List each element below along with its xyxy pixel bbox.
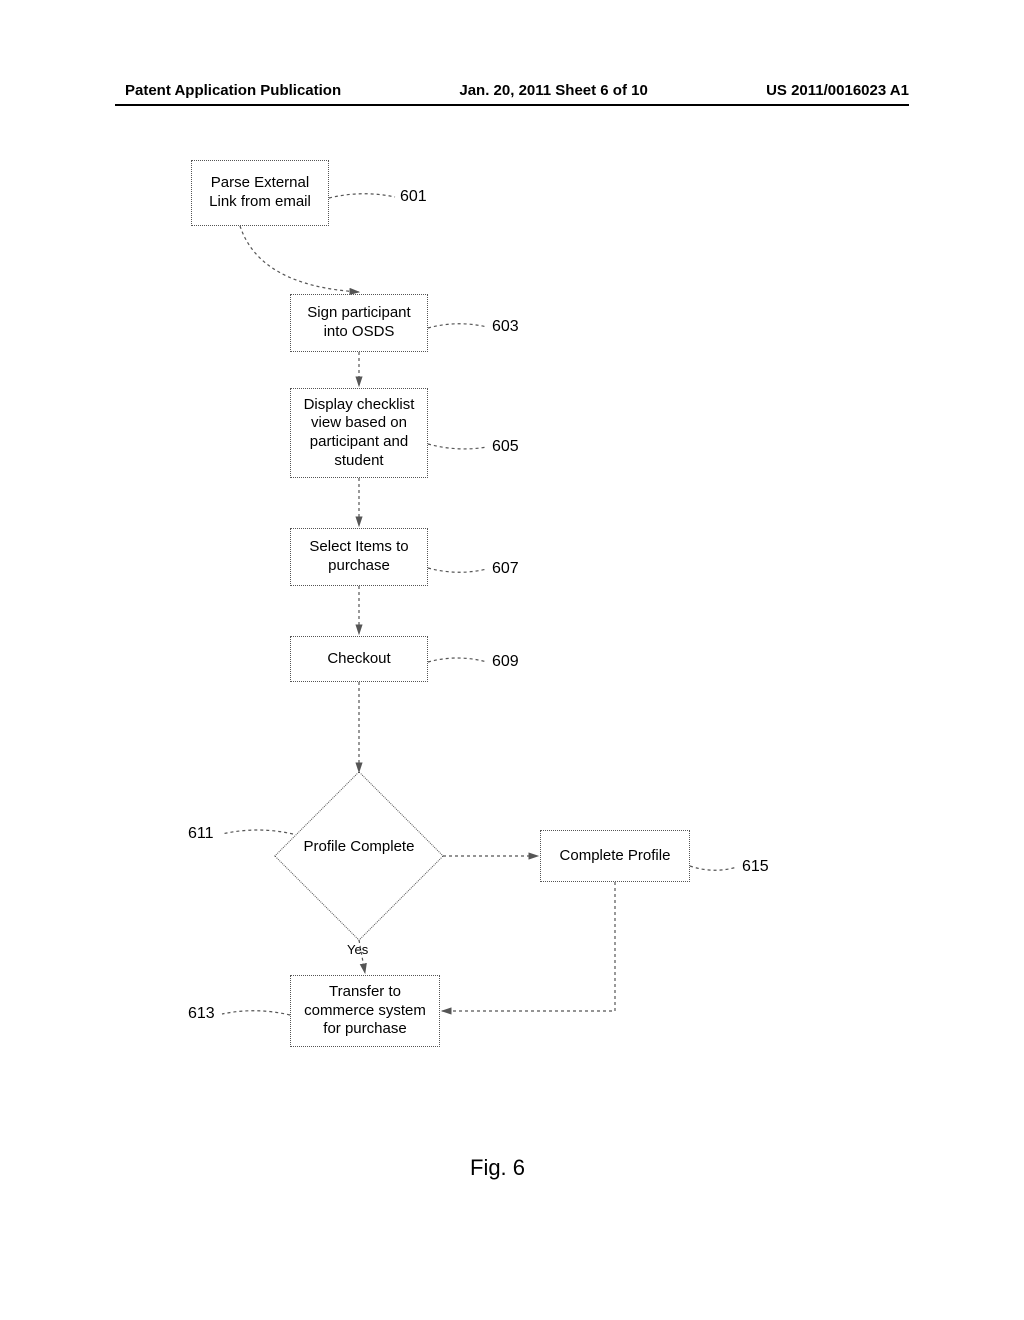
ref-603: 603: [492, 318, 519, 336]
node-checkout: Checkout: [290, 636, 428, 682]
label-yes: Yes: [347, 942, 368, 957]
node-complete-profile: Complete Profile: [540, 830, 690, 882]
node-sign-participant: Sign participant into OSDS: [290, 294, 428, 352]
node-display-checklist: Display checklist view based on particip…: [290, 388, 428, 478]
ref-607: 607: [492, 560, 519, 578]
ref-601: 601: [400, 188, 427, 206]
ref-611: 611: [188, 825, 214, 843]
ref-615: 615: [742, 858, 769, 876]
figure-caption: Fig. 6: [470, 1155, 525, 1181]
decision-text: Profile Complete: [299, 838, 419, 857]
ref-613: 613: [188, 1005, 215, 1023]
node-transfer-commerce: Transfer to commerce system for purchase: [290, 975, 440, 1047]
page-header: Patent Application Publication Jan. 20, …: [0, 82, 1024, 99]
node-select-items: Select Items to purchase: [290, 528, 428, 586]
node-parse-external: Parse External Link from email: [191, 160, 329, 226]
ref-609: 609: [492, 653, 519, 671]
header-left: Patent Application Publication: [125, 82, 341, 99]
header-center: Jan. 20, 2011 Sheet 6 of 10: [459, 82, 647, 99]
header-rule: [115, 104, 909, 106]
ref-605: 605: [492, 438, 519, 456]
header-right: US 2011/0016023 A1: [766, 82, 909, 99]
